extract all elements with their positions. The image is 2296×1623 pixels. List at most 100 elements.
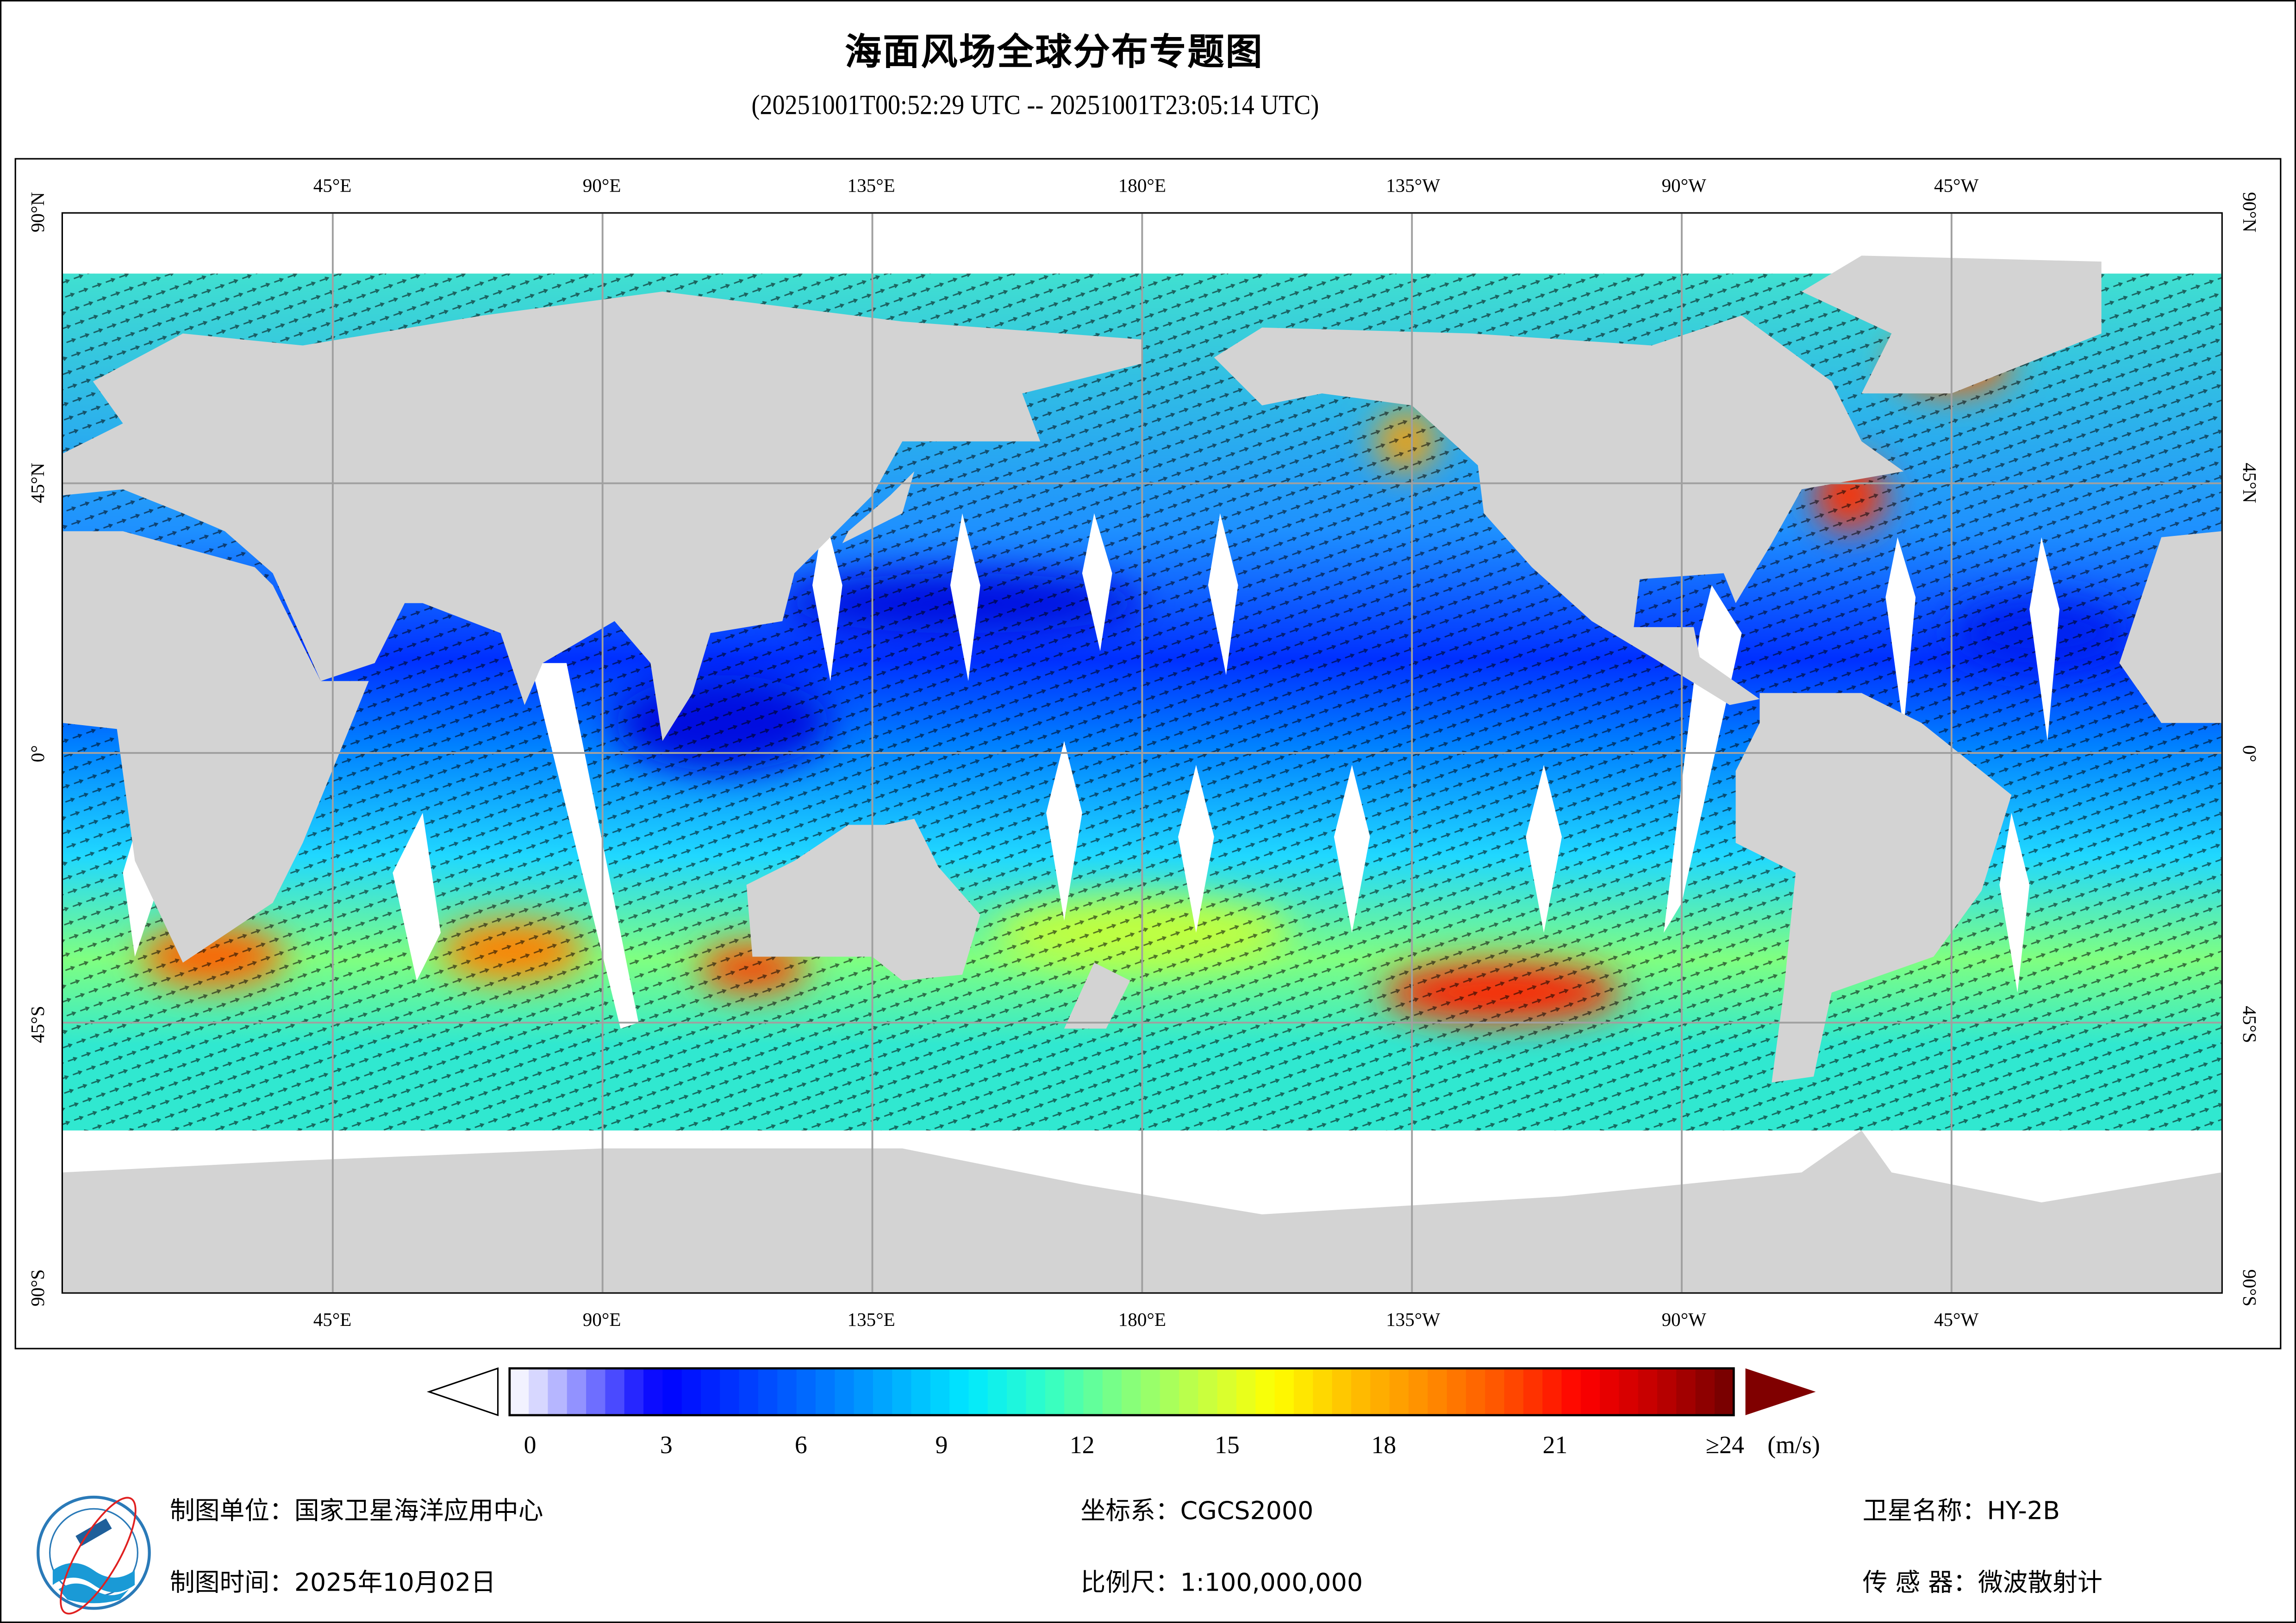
- colorbar-segment: [529, 1368, 549, 1415]
- lon-label-bottom: 90°E: [582, 1308, 621, 1331]
- colorbar-tick: ≥24: [1705, 1431, 1744, 1459]
- colorbar-segment: [1160, 1368, 1180, 1415]
- colorbar-segment: [1542, 1368, 1563, 1415]
- colorbar-segment: [1714, 1368, 1734, 1415]
- colorbar-segment: [1657, 1368, 1677, 1415]
- colorbar-segment: [701, 1368, 721, 1415]
- colorbar-segment: [1504, 1368, 1524, 1415]
- lat-label-right: 90°S: [2239, 1269, 2261, 1307]
- swath-gap: [1664, 585, 1742, 933]
- swath-gap: [1208, 513, 1238, 675]
- colorbar-segment: [1313, 1368, 1333, 1415]
- colorbar-segment: [605, 1368, 625, 1415]
- colorbar-segment: [968, 1368, 989, 1415]
- colorbar-segment: [1638, 1368, 1658, 1415]
- colorbar-segment: [739, 1368, 759, 1415]
- land-africa-east: [63, 531, 369, 963]
- colorbar-segment: [1676, 1368, 1697, 1415]
- colorbar-segment: [930, 1368, 950, 1415]
- map-frame: [14, 158, 2282, 1349]
- swath-gap: [530, 663, 639, 1029]
- swath-gap: [1178, 765, 1214, 933]
- colorbar-segment: [1026, 1368, 1046, 1415]
- colorbar-segments: [509, 1368, 1734, 1415]
- time-range-subtitle: (20251001T00:52:29 UTC -- 20251001T23:05…: [751, 91, 1319, 122]
- lat-label-left: 90°N: [26, 192, 49, 233]
- colorbar-segment: [1198, 1368, 1218, 1415]
- colorbar-segment: [1332, 1368, 1352, 1415]
- sensor-name: 传 感 器：微波散射计: [1862, 1568, 2103, 1598]
- colorbar-segment: [892, 1368, 912, 1415]
- colorbar-tick: 6: [794, 1431, 807, 1459]
- lat-label-right: 0°: [2239, 745, 2261, 763]
- swath-gaps: [123, 513, 2059, 1029]
- swath-gap: [950, 513, 980, 681]
- colorbar-segment: [548, 1368, 568, 1415]
- graticule: [63, 213, 2221, 1293]
- colorbar-segment: [1274, 1368, 1295, 1415]
- lat-label-left: 90°S: [26, 1269, 49, 1307]
- colorbar-segment: [1428, 1368, 1448, 1415]
- colorbar-segment: [1102, 1368, 1123, 1415]
- swath-gap: [1334, 765, 1370, 933]
- coordinate-system: 坐标系：CGCS2000: [1080, 1497, 1314, 1527]
- swath-gap: [2029, 537, 2059, 741]
- colorbar-tick: 15: [1214, 1431, 1240, 1459]
- colorbar-segment: [873, 1368, 893, 1415]
- colorbar-segment: [1064, 1368, 1085, 1415]
- colorbar-segment: [1122, 1368, 1142, 1415]
- colorbar-segment: [815, 1368, 836, 1415]
- swath-gap: [1526, 765, 1562, 933]
- satellite-name: 卫星名称：HY-2B: [1862, 1497, 2060, 1527]
- lat-label-left: 0°: [26, 745, 49, 763]
- colorbar-segment: [758, 1368, 778, 1415]
- colorbar-segment: [662, 1368, 683, 1415]
- colorbar-tick: 12: [1069, 1431, 1095, 1459]
- wind-field-map: [61, 212, 2223, 1294]
- colorbar-segment: [720, 1368, 740, 1415]
- colorbar-segment: [854, 1368, 874, 1415]
- lon-label-top: 135°W: [1386, 174, 1441, 196]
- colorbar-segment: [624, 1368, 644, 1415]
- colorbar-tick: 3: [660, 1431, 673, 1459]
- colorbar-segment: [1523, 1368, 1543, 1415]
- swath-gap: [1885, 537, 1916, 729]
- land-africa-west: [2119, 531, 2221, 723]
- colorbar-tick: 18: [1371, 1431, 1397, 1459]
- colorbar-segment: [681, 1368, 702, 1415]
- colorbar-segment: [1007, 1368, 1027, 1415]
- lon-label-bottom: 90°W: [1661, 1308, 1706, 1331]
- colorbar-segment: [1619, 1368, 1639, 1415]
- colorbar-segment: [1370, 1368, 1391, 1415]
- colorbar-tick: 9: [935, 1431, 948, 1459]
- swath-gap: [1046, 741, 1082, 921]
- land-australia: [746, 819, 980, 981]
- colorbar-segment: [1236, 1368, 1256, 1415]
- colorbar-segment: [777, 1368, 798, 1415]
- colorbar-segment: [1485, 1368, 1505, 1415]
- lon-label-top: 90°E: [582, 174, 621, 196]
- colorbar-segment: [1255, 1368, 1276, 1415]
- colorbar: [426, 1367, 1816, 1417]
- colorbar-segment: [1600, 1368, 1620, 1415]
- colorbar-segment: [1293, 1368, 1314, 1415]
- map-title: 海面风场全球分布专题图: [845, 31, 1264, 74]
- colorbar-segment: [796, 1368, 817, 1415]
- colorbar-segment: [1083, 1368, 1104, 1415]
- lat-label-left: 45°S: [26, 1006, 49, 1043]
- lon-label-top: 180°E: [1118, 174, 1166, 196]
- lon-label-bottom: 135°W: [1386, 1308, 1441, 1331]
- colorbar-segment: [1466, 1368, 1486, 1415]
- colorbar-segment: [835, 1368, 855, 1415]
- colorbar-segment: [949, 1368, 970, 1415]
- colorbar-segment: [1045, 1368, 1065, 1415]
- colorbar-over-arrow: [1745, 1368, 1816, 1415]
- mapping-unit: 制图单位：国家卫星海洋应用中心: [169, 1497, 543, 1527]
- lon-label-top: 135°E: [847, 174, 895, 196]
- lon-label-bottom: 45°W: [1934, 1308, 1979, 1331]
- colorbar-segment: [987, 1368, 1008, 1415]
- colorbar-segment: [1217, 1368, 1237, 1415]
- colorbar-segment: [1408, 1368, 1429, 1415]
- colorbar-unit: (m/s): [1767, 1431, 1820, 1459]
